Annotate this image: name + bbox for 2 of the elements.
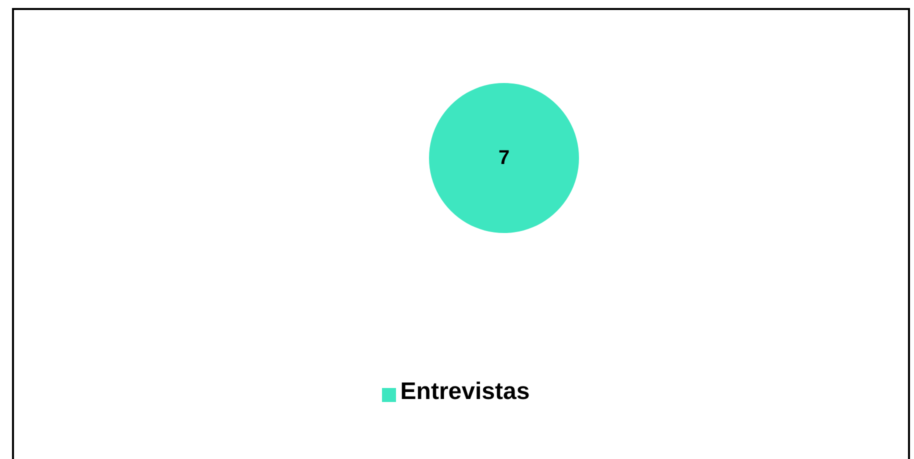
data-label: 7 [498,147,510,169]
legend-label: Entrevistas [400,378,530,405]
